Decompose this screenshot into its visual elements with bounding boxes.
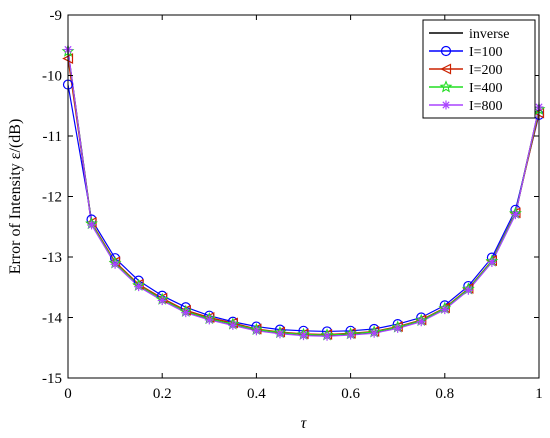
data-point: [134, 282, 144, 292]
data-point: [416, 317, 426, 327]
data-point: [463, 285, 473, 295]
y-tick-label: -13: [42, 250, 62, 266]
data-point: [346, 330, 356, 340]
x-tick-label: 0: [64, 386, 72, 402]
data-point: [369, 328, 379, 338]
y-tick-label: -12: [42, 190, 62, 206]
y-tick-label: -14: [42, 311, 62, 327]
y-axis-title: Error of Intensity ε/(dB): [7, 119, 24, 275]
data-point: [228, 320, 238, 330]
x-axis-title: τ: [301, 415, 308, 432]
legend-label: I=200: [469, 63, 503, 78]
y-tick-label: -15: [42, 371, 62, 387]
data-point: [251, 326, 261, 336]
legend: inverse I=100 I=200 I=400 I=800: [422, 19, 536, 119]
y-tick-label: -11: [43, 129, 62, 145]
legend-label: inverse: [469, 27, 509, 42]
data-point: [157, 296, 167, 306]
data-point: [181, 308, 191, 318]
legend-label: I=800: [469, 99, 503, 114]
legend-swatch-marker: [440, 63, 452, 75]
data-point: [440, 305, 450, 315]
legend-label: I=100: [469, 45, 503, 60]
plot-markers-layer: [61, 44, 546, 341]
legend-label: I=400: [469, 81, 503, 96]
y-tick-label: -10: [42, 69, 62, 85]
legend-swatch-marker: [440, 45, 452, 57]
data-point: [510, 210, 520, 220]
data-point: [322, 331, 332, 341]
legend-swatch-marker: [441, 100, 451, 110]
series-line-1: [67, 84, 540, 333]
data-point: [204, 315, 214, 325]
data-point: [87, 220, 97, 230]
data-point: [393, 323, 403, 333]
legend-swatch-marker: [439, 80, 453, 93]
x-tick-label: 1: [535, 386, 543, 402]
x-tick-label: 0.8: [435, 386, 454, 402]
x-tick-label: 0.4: [247, 386, 266, 402]
data-point: [275, 329, 285, 339]
data-point: [110, 259, 120, 269]
x-tick-label: 0.6: [341, 386, 360, 402]
axis-ticks: 0 0.2 0.4 0.6 0.8 1 -15 -14 -13 -12 -11 -10 -9: [42, 8, 543, 402]
data-point: [299, 331, 308, 341]
x-tick-label: 0.2: [153, 386, 172, 402]
data-point: [487, 257, 497, 267]
y-tick-label: -9: [50, 8, 63, 24]
